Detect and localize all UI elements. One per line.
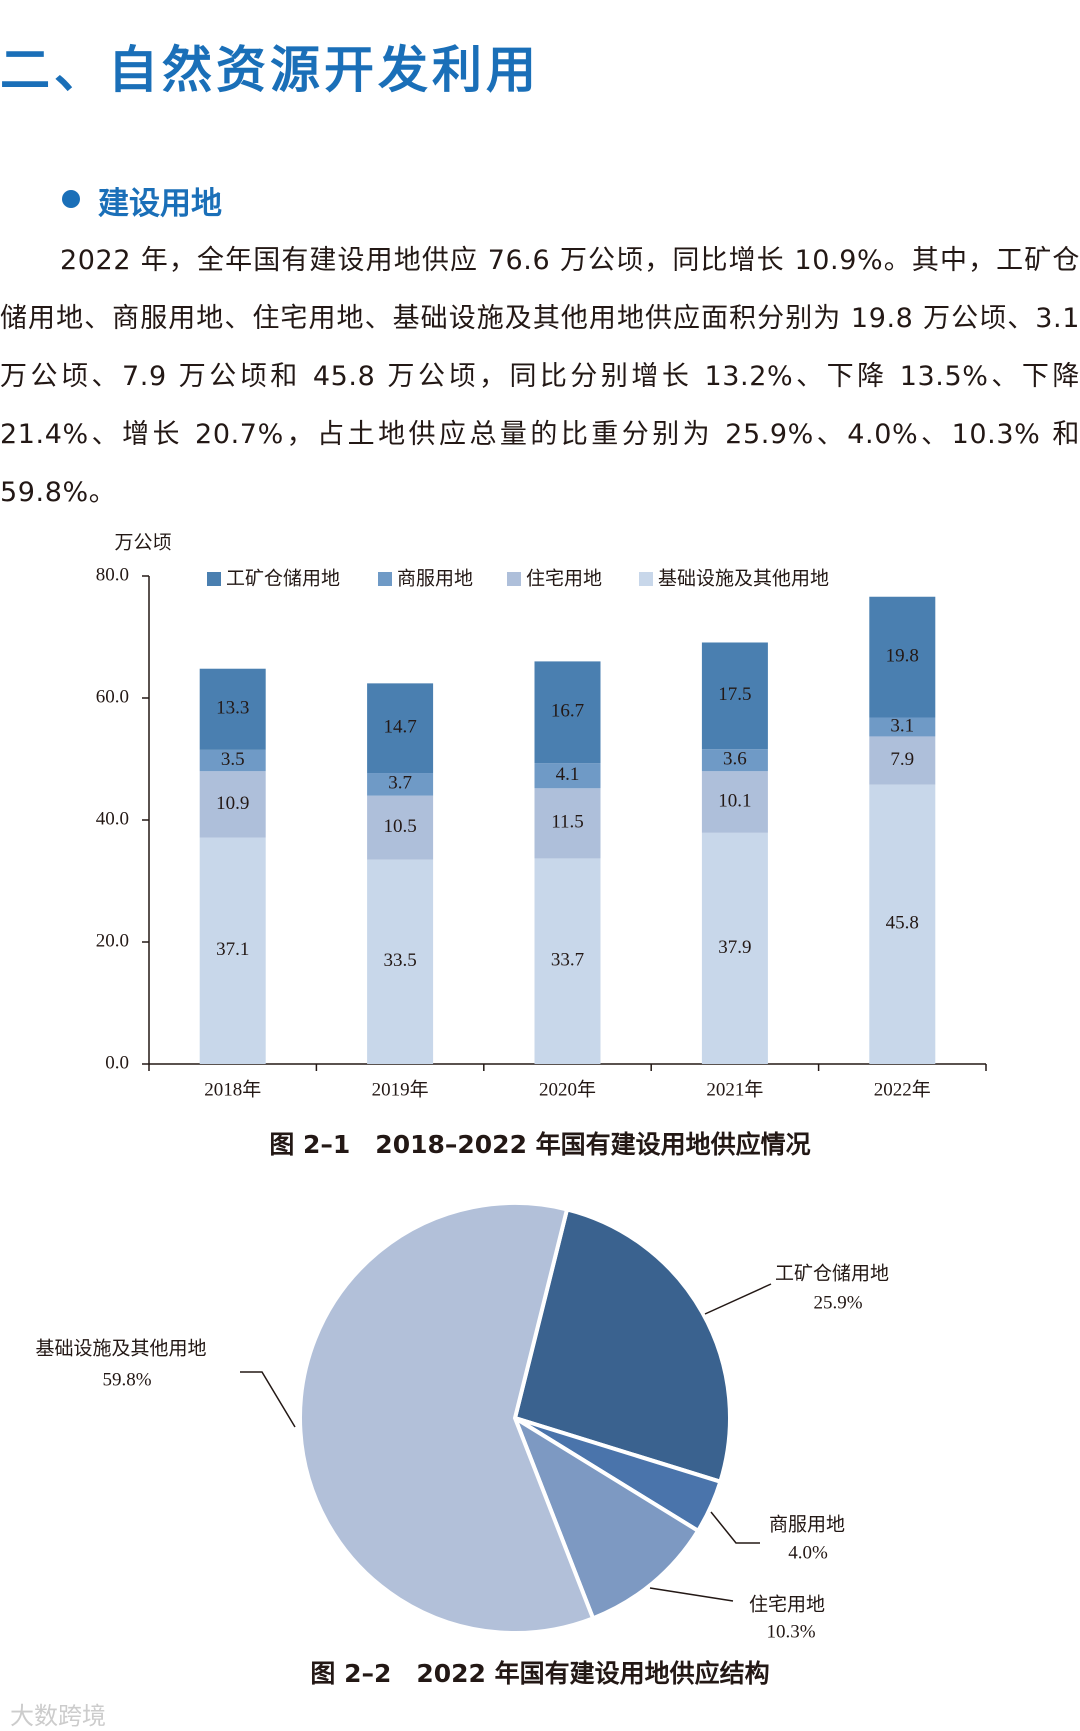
- value-label: 37.1: [216, 939, 249, 960]
- slice-value: 25.9%: [813, 1292, 862, 1313]
- value-label: 19.8: [886, 645, 919, 666]
- legend-swatch: [207, 572, 221, 586]
- watermark: 大数跨境: [10, 1702, 106, 1730]
- bar-segment: [367, 773, 434, 796]
- value-label: 17.5: [718, 684, 751, 705]
- slice-label: 住宅用地: [749, 1593, 825, 1615]
- slice-label: 工矿仓储用地: [775, 1262, 889, 1284]
- leader-line: [240, 1371, 296, 1428]
- bar-segment: [367, 859, 434, 1064]
- y-tick-label: 80.0: [96, 564, 129, 585]
- legend-label: 工矿仓储用地: [226, 567, 340, 589]
- legend-swatch: [378, 572, 392, 586]
- x-tick-label: 2021年: [706, 1078, 763, 1100]
- pie-slice: [298, 1201, 596, 1635]
- pie-slice: [510, 1413, 701, 1621]
- y-tick-label: 60.0: [96, 686, 129, 707]
- value-label: 13.3: [216, 698, 249, 719]
- value-label: 10.1: [718, 790, 751, 811]
- chart-caption: 图 2–1 2018–2022 年国有建设用地供应情况: [269, 1130, 810, 1159]
- bar-segment: [367, 795, 434, 860]
- leader-line: [649, 1587, 734, 1602]
- slice-value: 59.8%: [102, 1369, 151, 1390]
- bar-segment: [534, 788, 601, 859]
- paragraph: 2022 年，全年国有建设用地供应 76.6 万公顷，同比增长 10.9%。其中…: [0, 245, 1080, 508]
- bar-segment: [869, 717, 936, 737]
- bar-segment: [701, 749, 768, 772]
- y-axis-label: 万公顷: [114, 532, 171, 553]
- chart-caption: 图 2–2 2022 年国有建设用地供应结构: [310, 1659, 769, 1688]
- value-label: 45.8: [886, 913, 919, 934]
- value-label: 3.5: [221, 749, 245, 770]
- value-label: 3.6: [723, 749, 747, 770]
- legend-swatch: [507, 572, 521, 586]
- bar-segment: [367, 683, 434, 774]
- y-tick-label: 0.0: [105, 1052, 129, 1073]
- x-tick-label: 2019年: [372, 1078, 429, 1100]
- bar-segment: [701, 832, 768, 1064]
- slice-value: 10.3%: [766, 1621, 815, 1642]
- pie-slice: [512, 1206, 732, 1485]
- value-label: 10.5: [383, 816, 416, 837]
- legend-swatch: [639, 572, 653, 586]
- bar-segment: [199, 668, 266, 750]
- bar-segment: [701, 642, 768, 750]
- bar-segment: [199, 771, 266, 838]
- value-label: 37.9: [718, 937, 751, 958]
- slice-label: 商服用地: [769, 1513, 845, 1535]
- bar-segment: [869, 596, 936, 718]
- leader-line: [710, 1511, 760, 1544]
- value-label: 3.7: [388, 773, 412, 794]
- x-tick-label: 2020年: [539, 1078, 596, 1100]
- legend-label: 商服用地: [397, 567, 473, 589]
- value-label: 10.9: [216, 793, 249, 814]
- legend-label: 基础设施及其他用地: [658, 567, 829, 589]
- page-title: 二、自然资源开发利用: [0, 41, 540, 99]
- bar-segment: [869, 784, 936, 1064]
- value-label: 3.1: [890, 715, 914, 736]
- bar-segment: [534, 763, 601, 789]
- value-label: 33.5: [383, 950, 416, 971]
- bar-segment: [199, 837, 266, 1064]
- slice-value: 4.0%: [788, 1542, 828, 1563]
- leader-line: [704, 1283, 772, 1315]
- value-label: 16.7: [551, 701, 584, 722]
- bar-segment: [534, 858, 601, 1064]
- value-label: 11.5: [551, 812, 584, 833]
- y-tick-label: 40.0: [96, 808, 129, 829]
- section-title-text: 建设用地: [98, 186, 222, 222]
- bar-segment: [534, 661, 601, 764]
- legend-label: 住宅用地: [526, 567, 602, 589]
- bar-segment: [869, 736, 936, 785]
- value-label: 4.1: [556, 764, 580, 785]
- value-label: 14.7: [383, 717, 416, 738]
- bullet: [62, 190, 80, 208]
- value-label: 7.9: [890, 749, 914, 770]
- x-tick-label: 2018年: [204, 1078, 261, 1100]
- section-title: 建设用地: [62, 178, 222, 223]
- bar-segment: [199, 749, 266, 772]
- x-tick-label: 2022年: [874, 1078, 931, 1100]
- y-tick-label: 20.0: [96, 930, 129, 951]
- slice-label: 基础设施及其他用地: [35, 1337, 206, 1359]
- value-label: 33.7: [551, 950, 584, 971]
- bar-segment: [701, 771, 768, 833]
